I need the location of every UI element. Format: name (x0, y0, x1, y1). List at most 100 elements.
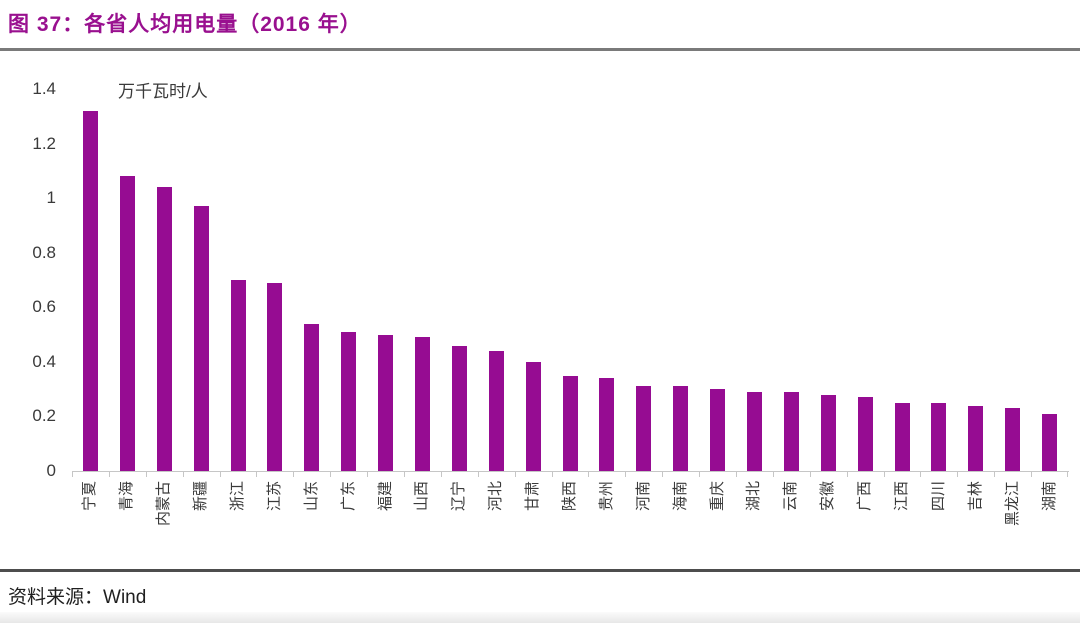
x-label-slot: 浙江 (220, 481, 257, 561)
y-axis: 0 0.2 0.4 0.6 0.8 1 1.2 1.4 (0, 0, 58, 520)
bar-slot (478, 89, 515, 471)
x-label-四川: 四川 (929, 481, 947, 512)
y-tick-label: 0.4 (32, 351, 56, 371)
x-label-slot: 四川 (920, 481, 957, 561)
bar-辽宁 (451, 345, 467, 471)
x-tick (330, 472, 332, 477)
x-label-宁夏: 宁夏 (81, 481, 99, 512)
x-label-新疆: 新疆 (192, 481, 210, 512)
x-tick (145, 472, 147, 477)
x-label-slot: 宁夏 (72, 481, 109, 561)
bar-slot (994, 89, 1031, 471)
x-tick (920, 472, 922, 477)
x-label-slot: 河南 (625, 481, 662, 561)
x-label-海南: 海南 (671, 481, 689, 512)
x-label-江苏: 江苏 (265, 481, 283, 512)
source-label: 资料来源： (8, 587, 104, 608)
plot-area (72, 89, 1068, 471)
x-label-slot: 广东 (330, 481, 367, 561)
x-label-slot: 吉林 (957, 481, 994, 561)
x-label-slot: 内蒙古 (146, 481, 183, 561)
x-label-slot: 广西 (847, 481, 884, 561)
x-label-浙江: 浙江 (228, 481, 246, 512)
bar-新疆 (193, 206, 209, 471)
x-label-广西: 广西 (856, 481, 874, 512)
x-label-甘肃: 甘肃 (524, 481, 542, 512)
x-tick (772, 472, 774, 477)
x-label-slot: 湖北 (736, 481, 773, 561)
x-axis-line (72, 471, 1069, 472)
bar-宁夏 (82, 110, 98, 471)
bar-slot (810, 89, 847, 471)
x-label-slot: 江苏 (256, 481, 293, 561)
x-label-slot: 重庆 (699, 481, 736, 561)
bar-slot (109, 89, 146, 471)
x-label-slot: 陕西 (552, 481, 589, 561)
x-label-山东: 山东 (302, 481, 320, 512)
bar-江苏 (267, 282, 283, 471)
x-label-山西: 山西 (413, 481, 431, 512)
bar-slot (773, 89, 810, 471)
y-tick-label: 0.8 (32, 242, 56, 262)
x-label-slot: 湖南 (1031, 481, 1068, 561)
bar-slot (72, 89, 109, 471)
bar-山东 (304, 323, 320, 471)
x-label-贵州: 贵州 (597, 481, 615, 512)
x-label-福建: 福建 (376, 481, 394, 512)
bar-slot (330, 89, 367, 471)
x-label-河北: 河北 (487, 481, 505, 512)
bar-slot (736, 89, 773, 471)
x-label-辽宁: 辽宁 (450, 481, 468, 512)
x-tick (662, 472, 664, 477)
bar-湖南 (1042, 413, 1058, 471)
bar-江西 (894, 402, 910, 471)
x-tick (514, 472, 516, 477)
x-axis-ticks (72, 472, 1068, 478)
bar-slot (367, 89, 404, 471)
bar-重庆 (710, 389, 726, 471)
x-tick (72, 472, 73, 477)
y-tick-label: 0.6 (32, 297, 56, 317)
bar-福建 (378, 334, 394, 471)
x-tick (256, 472, 258, 477)
y-tick-label: 0.2 (32, 406, 56, 426)
bar-slot (662, 89, 699, 471)
x-tick (735, 472, 737, 477)
bar-海南 (673, 386, 689, 471)
x-tick (994, 472, 996, 477)
y-tick-label: 0 (46, 461, 56, 480)
bar-slot (183, 89, 220, 471)
x-label-slot: 山西 (404, 481, 441, 561)
bar-slot (441, 89, 478, 471)
bottom-strip (0, 612, 1080, 623)
x-tick (182, 472, 184, 477)
bar-slot (515, 89, 552, 471)
y-tick-label: 1.4 (32, 79, 56, 98)
bar-广西 (857, 397, 873, 471)
x-label-陕西: 陕西 (560, 481, 578, 512)
x-label-slot: 青海 (109, 481, 146, 561)
x-tick (1067, 472, 1068, 477)
x-label-湖北: 湖北 (745, 481, 763, 512)
bar-内蒙古 (156, 187, 172, 471)
x-tick (625, 472, 627, 477)
bar-云南 (783, 391, 799, 471)
x-tick (440, 472, 442, 477)
y-axis-unit-label: 万千瓦时/人 (118, 82, 208, 101)
x-tick (883, 472, 885, 477)
y-tick-label: 1 (46, 188, 56, 208)
x-tick (477, 472, 479, 477)
bar-河北 (488, 350, 504, 471)
bar-广东 (341, 331, 357, 471)
bar-甘肃 (525, 361, 541, 471)
x-tick (699, 472, 701, 477)
bar-slot (552, 89, 589, 471)
bar-吉林 (968, 405, 984, 471)
bar-河南 (636, 386, 652, 471)
x-label-slot: 安徽 (810, 481, 847, 561)
bar-slot (957, 89, 994, 471)
y-tick-label: 1.2 (32, 133, 56, 153)
x-label-青海: 青海 (118, 481, 136, 512)
x-label-湖南: 湖南 (1040, 481, 1058, 512)
x-label-黑龙江: 黑龙江 (1003, 481, 1021, 527)
